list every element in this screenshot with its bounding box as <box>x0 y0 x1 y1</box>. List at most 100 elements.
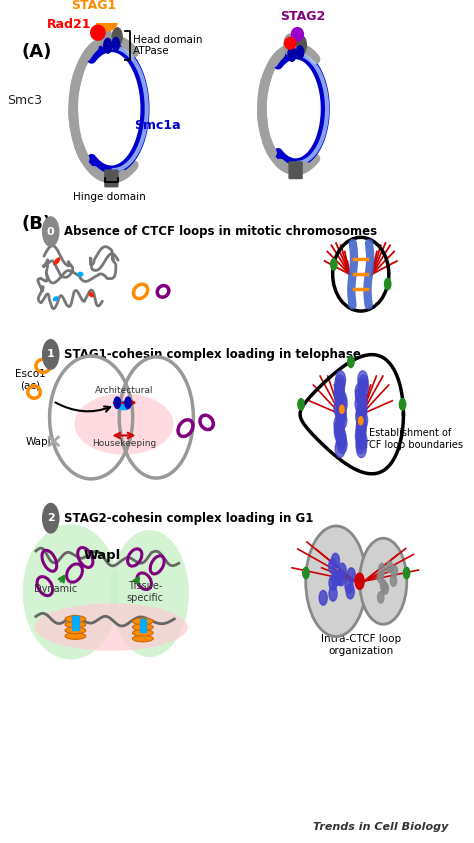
Circle shape <box>331 553 339 568</box>
FancyBboxPatch shape <box>104 169 118 187</box>
Ellipse shape <box>65 627 86 634</box>
Circle shape <box>329 576 337 590</box>
Ellipse shape <box>284 37 297 50</box>
Circle shape <box>358 375 368 393</box>
Circle shape <box>356 419 366 438</box>
Text: 0: 0 <box>47 227 55 237</box>
Circle shape <box>355 383 365 401</box>
Circle shape <box>337 436 347 454</box>
Circle shape <box>297 36 306 54</box>
Ellipse shape <box>23 524 119 659</box>
Circle shape <box>386 561 393 572</box>
Ellipse shape <box>77 271 83 277</box>
Circle shape <box>356 407 365 425</box>
Circle shape <box>381 580 387 592</box>
Ellipse shape <box>74 394 173 454</box>
Circle shape <box>377 572 384 583</box>
Bar <box>140 619 146 632</box>
Circle shape <box>357 403 367 422</box>
Bar <box>72 616 79 630</box>
Circle shape <box>358 416 363 425</box>
Text: STAG2-cohesin complex loading in G1: STAG2-cohesin complex loading in G1 <box>64 512 314 524</box>
Circle shape <box>337 395 347 413</box>
Circle shape <box>378 592 384 603</box>
Circle shape <box>336 371 346 389</box>
Text: (B): (B) <box>21 215 52 234</box>
Circle shape <box>336 427 346 445</box>
Circle shape <box>337 403 346 422</box>
Ellipse shape <box>90 24 106 40</box>
Text: 2: 2 <box>47 513 55 524</box>
Text: Hinge domain: Hinge domain <box>73 192 146 202</box>
Circle shape <box>384 278 391 290</box>
Ellipse shape <box>133 624 153 631</box>
Circle shape <box>112 38 119 51</box>
Ellipse shape <box>54 257 60 265</box>
Circle shape <box>43 340 59 369</box>
Text: Smc1a: Smc1a <box>134 119 181 132</box>
Circle shape <box>340 405 344 413</box>
Circle shape <box>335 439 345 458</box>
Text: 1: 1 <box>47 350 55 359</box>
Circle shape <box>356 416 366 433</box>
Ellipse shape <box>88 292 94 298</box>
Circle shape <box>328 559 337 573</box>
Ellipse shape <box>65 633 86 639</box>
Circle shape <box>390 575 397 587</box>
Circle shape <box>335 571 343 585</box>
Text: STAG1: STAG1 <box>71 0 116 12</box>
Text: (A): (A) <box>21 43 52 62</box>
Circle shape <box>335 375 345 393</box>
Text: Intra-CTCF loop
organization: Intra-CTCF loop organization <box>321 634 401 656</box>
Circle shape <box>357 399 367 417</box>
Text: Tissue-
specific: Tissue- specific <box>127 581 164 603</box>
Circle shape <box>337 432 346 449</box>
Circle shape <box>334 399 344 417</box>
Circle shape <box>382 583 389 594</box>
Ellipse shape <box>133 618 153 625</box>
Circle shape <box>331 571 339 586</box>
Ellipse shape <box>291 27 304 41</box>
Circle shape <box>100 26 111 47</box>
Text: Smc3: Smc3 <box>7 94 42 107</box>
Text: STAG1-cohesin complex loading in telophase: STAG1-cohesin complex loading in telopha… <box>64 348 361 361</box>
Circle shape <box>288 46 296 62</box>
Circle shape <box>303 567 309 579</box>
Text: Trends in Cell Biology: Trends in Cell Biology <box>313 822 448 832</box>
Circle shape <box>112 28 122 46</box>
Circle shape <box>356 439 366 458</box>
Text: STAG2: STAG2 <box>280 10 325 23</box>
Circle shape <box>356 436 366 454</box>
Text: Architectural: Architectural <box>95 385 153 395</box>
Circle shape <box>358 371 368 389</box>
Circle shape <box>43 217 59 246</box>
Circle shape <box>336 407 346 425</box>
Circle shape <box>337 411 347 429</box>
Circle shape <box>331 259 337 270</box>
Circle shape <box>284 35 296 56</box>
Circle shape <box>346 584 354 599</box>
Text: Absence of CTCF loops in mitotic chromosomes: Absence of CTCF loops in mitotic chromos… <box>64 225 377 238</box>
Text: Rad21: Rad21 <box>46 18 91 31</box>
Circle shape <box>348 356 354 368</box>
Ellipse shape <box>96 11 118 31</box>
Circle shape <box>357 391 367 409</box>
Circle shape <box>334 419 344 438</box>
Circle shape <box>329 587 337 601</box>
Circle shape <box>358 411 368 429</box>
Circle shape <box>358 379 368 397</box>
Circle shape <box>337 571 346 586</box>
Ellipse shape <box>35 604 188 651</box>
Circle shape <box>338 563 346 578</box>
Circle shape <box>356 427 365 445</box>
Ellipse shape <box>133 636 153 642</box>
Circle shape <box>335 383 344 401</box>
Circle shape <box>347 568 355 583</box>
Ellipse shape <box>360 538 407 624</box>
Text: Dynamic: Dynamic <box>34 584 77 594</box>
Circle shape <box>379 563 385 575</box>
FancyBboxPatch shape <box>288 161 303 180</box>
Text: Wapl: Wapl <box>26 437 51 447</box>
Text: Housekeeping: Housekeeping <box>92 438 156 448</box>
Ellipse shape <box>133 630 153 636</box>
